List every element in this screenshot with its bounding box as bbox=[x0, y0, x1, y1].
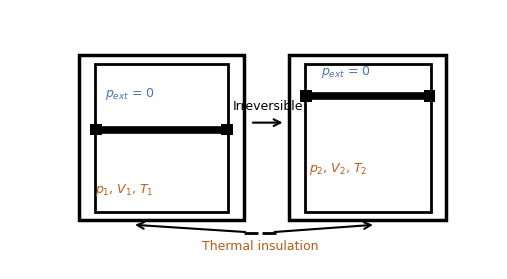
Bar bbox=[90, 124, 102, 135]
Text: $p_2$, $V_2$, $T_2$: $p_2$, $V_2$, $T_2$ bbox=[309, 161, 368, 177]
Text: Irreversible: Irreversible bbox=[232, 100, 303, 113]
Bar bbox=[95, 64, 228, 212]
Text: Thermal insulation: Thermal insulation bbox=[202, 240, 318, 253]
Bar bbox=[222, 124, 233, 135]
Bar bbox=[300, 90, 312, 102]
Text: $p_{ext}$ = 0: $p_{ext}$ = 0 bbox=[321, 64, 371, 80]
Bar bbox=[79, 55, 244, 220]
Text: $p_1$, $V_1$, $T_1$: $p_1$, $V_1$, $T_1$ bbox=[95, 182, 154, 198]
Bar bbox=[424, 90, 436, 102]
Bar bbox=[305, 64, 431, 212]
Bar bbox=[289, 55, 447, 220]
Text: $p_{ext}$ = 0: $p_{ext}$ = 0 bbox=[105, 86, 155, 102]
